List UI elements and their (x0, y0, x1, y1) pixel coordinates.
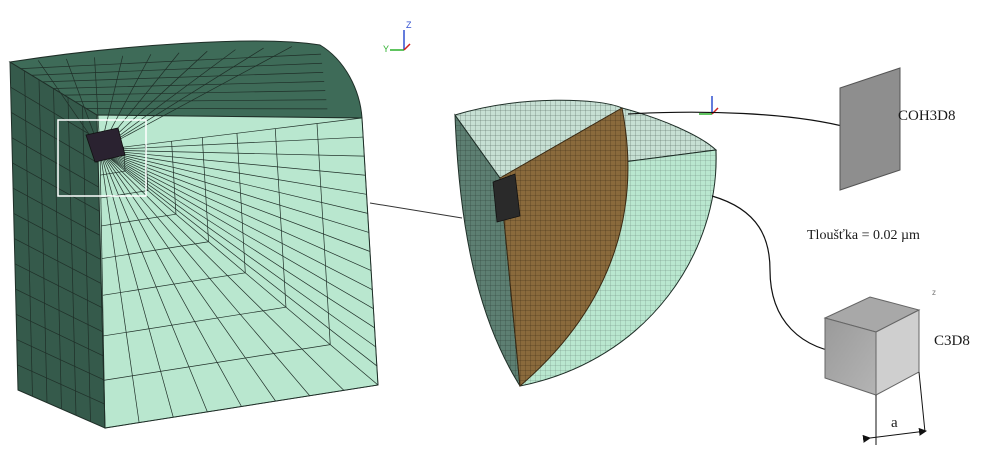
zoom-selection-box (57, 119, 147, 197)
coh3d8-element (839, 67, 901, 191)
dimension-a (862, 371, 927, 445)
axis-label-y: Y (383, 44, 389, 54)
sphere-inclusion (492, 173, 521, 223)
c3d8-element (823, 296, 921, 396)
coh3d8-label: COH3D8 (898, 108, 956, 124)
thickness-label: Tloušťka = 0.02 µm (807, 228, 920, 243)
zoom-connector-line (369, 202, 463, 219)
arrow-to-coh3d8 (627, 111, 852, 131)
axis-triad-top: Z Y (383, 20, 412, 54)
c3d8-label: C3D8 (934, 333, 970, 349)
left-block-top-face (8, 40, 363, 119)
arrow-to-c3d8 (711, 195, 852, 359)
edge-length-label: a (891, 415, 898, 431)
left-block-mesh-lines (10, 46, 379, 429)
axis-label-z: Z (406, 20, 412, 30)
cube-axis-hint: z (932, 288, 936, 297)
axis-triad-middle (699, 96, 719, 115)
middle-mesh-sphere (454, 99, 718, 388)
left-mesh-block (8, 40, 379, 429)
left-block-core (85, 127, 126, 163)
